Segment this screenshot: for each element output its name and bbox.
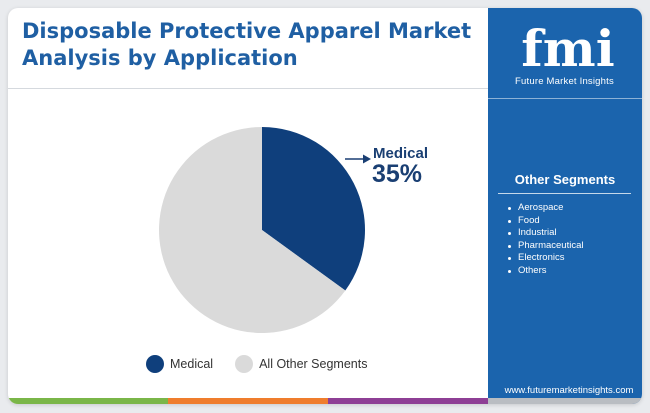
callout-value: 35% [372,160,423,188]
pie-slice-all-other-segments [158,127,346,333]
logo-letters: fmi [521,22,614,74]
title-line-1: Disposable Protective Apparel Market [22,19,472,43]
legend-item-medical: Medical [146,355,213,373]
other-segments-divider [498,193,631,194]
other-segments-heading: Other Segments [514,172,616,187]
bottom-bar-orange [168,398,328,404]
bottom-bar-green [8,398,168,404]
bottom-bar-purple [328,398,488,404]
pie-slices [158,127,365,333]
pie-slice-medical [262,127,365,291]
infographic-card: Disposable Protective Apparel Market Ana… [8,8,642,404]
legend-label-medical: Medical [170,357,214,371]
segment-item: Others [508,265,583,278]
legend-item-other: All Other Segments [235,355,367,373]
segment-item: Industrial [508,227,583,240]
brand-name: Future Market Insights [515,76,614,87]
side-panel [488,8,642,404]
legend-swatch-other [235,355,254,373]
legend-swatch-medical [146,355,164,373]
segment-item: Food [508,215,583,228]
title-line-2: Analysis by Application [22,46,298,70]
chart-legend: Medical All Other Segments [146,355,389,373]
legend-label-other: All Other Segments [259,357,368,371]
segment-item: Aerospace [508,202,583,215]
callout-arrowhead-icon [363,154,371,164]
pie-chart [158,127,371,333]
title-divider [8,88,488,89]
bottom-bar-grey [488,398,642,404]
website-link[interactable]: www.futuremarketinsights.com [504,385,634,396]
callout-label: Medical [373,145,429,162]
segment-item: Electronics [508,252,583,265]
segment-item: Pharmaceutical [508,240,583,253]
page-title: Disposable Protective Apparel Market Ana… [22,18,492,72]
side-divider [488,98,642,99]
fmi-logo-icon: fmi [521,22,614,74]
other-segments-list: Aerospace Food Industrial Pharmaceutical… [508,202,583,277]
